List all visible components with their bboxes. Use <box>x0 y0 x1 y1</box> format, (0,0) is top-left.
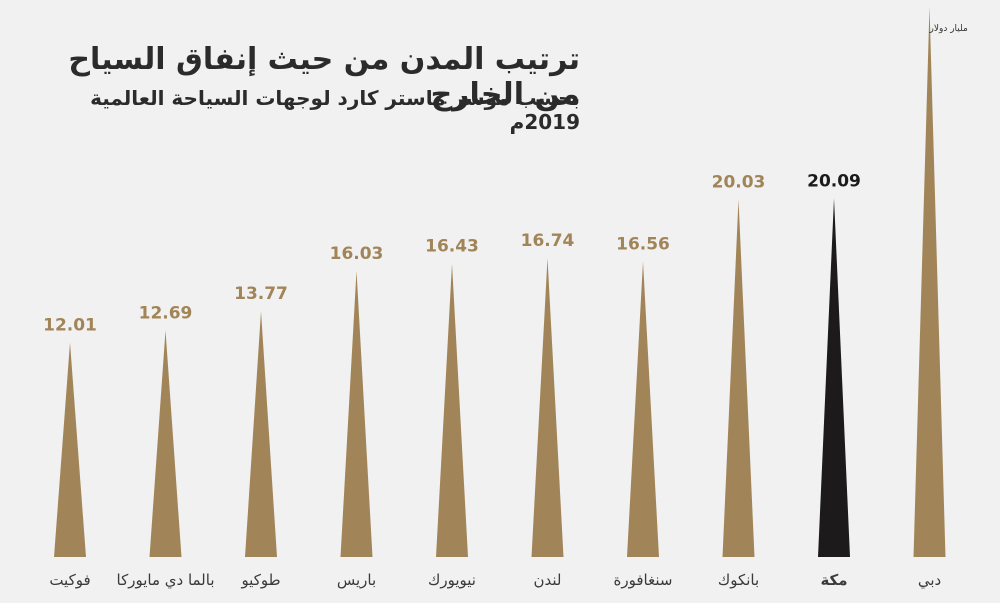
category-label-5: لندن <box>534 571 562 589</box>
chart-title: ترتيب المدن من حيث إنفاق السياح من الخار… <box>68 42 580 112</box>
category-label-3: باريس <box>337 571 376 589</box>
category-label-4: نيويورك <box>428 571 476 589</box>
bar-5 <box>531 258 564 557</box>
value-label-1: 12.69 <box>139 303 193 323</box>
value-label-3: 16.03 <box>330 244 384 264</box>
category-label-7: بانكوك <box>718 571 759 589</box>
value-label-7: 20.03 <box>712 172 766 192</box>
bar-7 <box>722 199 755 558</box>
value-label-0: 12.01 <box>43 316 97 336</box>
category-label-0: فوكيت <box>49 571 90 589</box>
category-label-8: مكة <box>820 571 847 589</box>
chart-subtitle: بحسب مؤشر ماستر كارد لوجهات السياحة العا… <box>90 86 580 134</box>
value-label-4: 16.43 <box>425 237 479 257</box>
category-label-6: سنغافورة <box>614 571 673 589</box>
bar-3 <box>340 270 373 557</box>
bar-1 <box>149 330 182 557</box>
bar-8 <box>818 198 850 557</box>
category-label-2: طوكيو <box>240 571 280 589</box>
unit-label: مليار دولار <box>929 24 968 34</box>
bar-2 <box>245 311 277 557</box>
bar-0 <box>54 342 86 557</box>
bar-6 <box>627 261 659 557</box>
value-label-5: 16.74 <box>521 231 575 251</box>
value-label-6: 16.56 <box>616 234 670 254</box>
bar-9 <box>913 6 946 558</box>
bar-4 <box>436 263 468 557</box>
category-label-1: بالما دي مايوركا <box>117 571 215 590</box>
value-label-2: 13.77 <box>234 284 288 304</box>
category-label-9: دبي <box>918 571 941 590</box>
value-label-8: 20.09 <box>807 171 861 191</box>
